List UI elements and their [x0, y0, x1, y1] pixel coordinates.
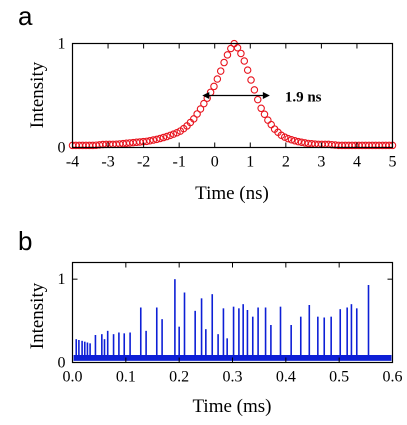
data-point — [243, 66, 252, 74]
x-tick-label: 5 — [389, 154, 397, 171]
panel-a-marks: 1.9 ns — [68, 39, 397, 150]
data-point — [146, 136, 154, 145]
data-point — [233, 44, 242, 52]
x-tick-label: 0.2 — [169, 369, 189, 386]
panel-b-ticks: 0.0 0.1 0.2 0.3 0.4 0.5 0.6 0 1 — [58, 262, 403, 386]
x-tick-label: -2 — [137, 154, 150, 171]
y-tick-label: 0 — [58, 355, 66, 372]
y-tick-label: 1 — [58, 271, 66, 288]
x-tick-label: 0.3 — [223, 369, 243, 386]
panel-b-marks — [73, 279, 392, 361]
panel-b-xlabel: Time (ms) — [192, 396, 271, 417]
data-point — [223, 51, 232, 59]
panel-a-xlabel: Time (ns) — [195, 183, 269, 204]
data-point — [247, 76, 255, 84]
data-point — [159, 133, 168, 142]
x-tick-label: 2 — [282, 154, 290, 171]
panel-b: b 0.0 0.1 0.2 0.3 0.4 0.5 0.6 0 1 Intensity Time… — [18, 226, 403, 417]
x-tick-label: 0.6 — [383, 369, 403, 386]
panel-a-frame — [71, 42, 394, 149]
fwhm-arrowhead-left — [202, 92, 210, 99]
data-point — [280, 133, 289, 141]
data-point — [213, 75, 222, 83]
x-tick-label: 3 — [317, 154, 325, 171]
data-point — [257, 104, 265, 113]
data-point — [264, 116, 272, 124]
data-point — [291, 137, 299, 145]
x-tick-label: -1 — [173, 154, 186, 171]
data-point — [193, 110, 201, 118]
data-point — [152, 135, 161, 144]
data-point — [287, 136, 296, 144]
x-tick-label: 0.0 — [63, 369, 83, 386]
data-point — [190, 115, 198, 123]
x-tick-label: 0.4 — [276, 369, 296, 386]
data-point — [260, 110, 269, 118]
x-tick-label: 4 — [353, 154, 361, 171]
x-tick-label: 0.5 — [329, 369, 349, 386]
data-point — [166, 131, 174, 140]
data-point — [240, 57, 249, 65]
fwhm-label: 1.9 ns — [285, 90, 322, 106]
panel-b-ylabel: Intensity — [27, 282, 48, 349]
x-tick-label: 0.1 — [116, 369, 136, 386]
data-point — [156, 134, 164, 143]
panel-a-label: a — [18, 1, 33, 31]
data-point — [163, 132, 171, 141]
data-point — [216, 67, 225, 75]
panel-a-ylabel: Intensity — [27, 61, 48, 128]
y-tick-label: 0 — [58, 140, 66, 157]
data-point — [267, 120, 275, 129]
data-point — [220, 58, 228, 67]
x-tick-label: 1 — [246, 154, 254, 171]
data-point — [196, 105, 205, 113]
data-point — [210, 82, 218, 91]
panel-a-ticks: -4 -3 -2 -1 0 1 2 3 4 5 0 1 — [58, 36, 397, 171]
fwhm-arrowhead-right — [262, 92, 270, 99]
data-point — [149, 136, 158, 144]
data-point — [200, 99, 208, 108]
data-point — [294, 137, 302, 146]
panel-b-frame — [71, 261, 394, 364]
panel-b-label: b — [18, 226, 32, 256]
data-point — [142, 137, 151, 146]
y-tick-label: 1 — [58, 36, 66, 53]
panel-a: a 1.9 ns -4 -3 -2 -1 0 1 2 3 4 5 0 1 Intensity Time… — [18, 1, 397, 204]
x-tick-label: -4 — [66, 154, 79, 171]
data-point — [284, 134, 292, 143]
data-point — [169, 130, 178, 138]
x-tick-label: 0 — [211, 154, 219, 171]
x-tick-label: -3 — [101, 154, 114, 171]
data-point — [250, 86, 259, 94]
data-point — [237, 49, 245, 58]
data-point — [254, 95, 262, 104]
